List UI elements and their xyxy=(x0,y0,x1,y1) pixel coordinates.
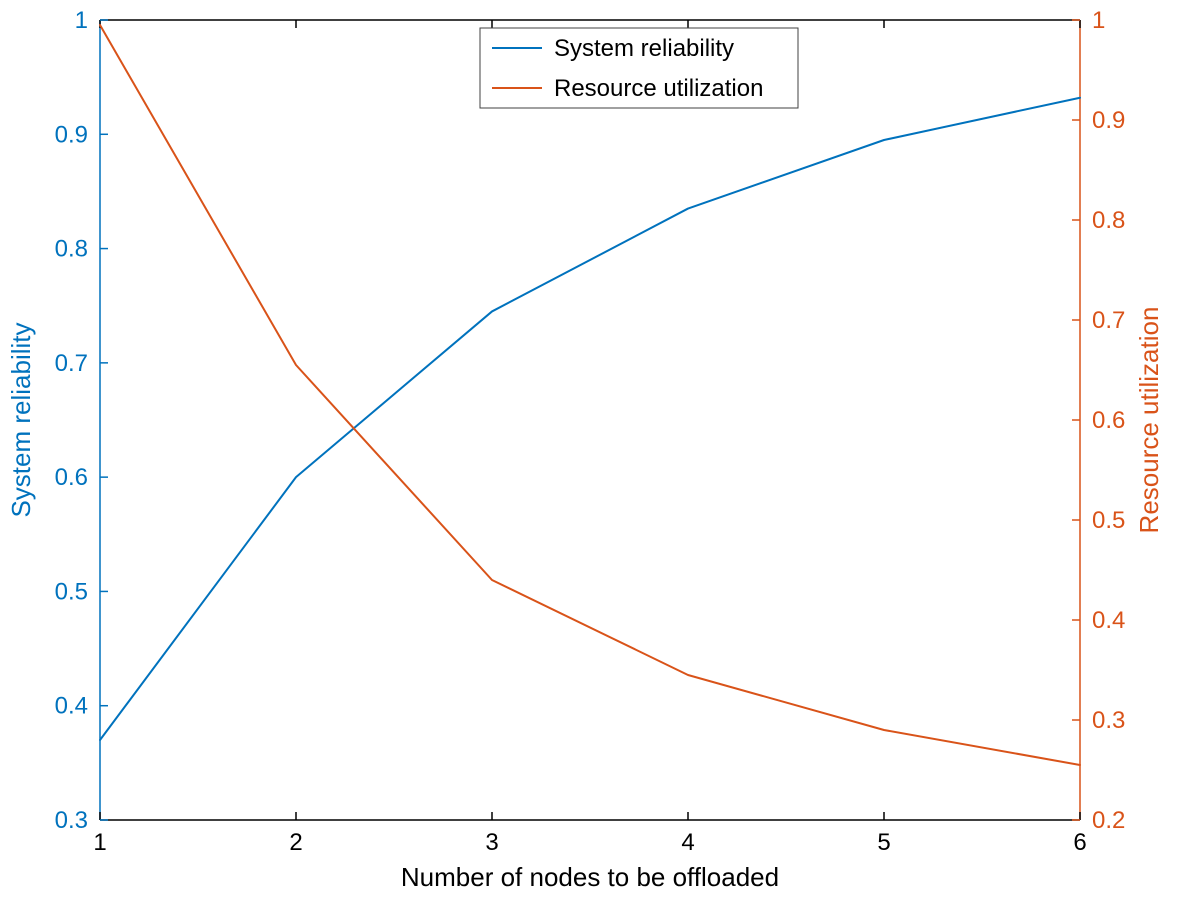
y-right-tick-label: 0.2 xyxy=(1092,807,1125,834)
x-tick-label: 4 xyxy=(681,829,694,856)
y-right-tick-label: 0.3 xyxy=(1092,707,1125,734)
y-right-tick-label: 0.7 xyxy=(1092,307,1125,334)
x-tick-label: 1 xyxy=(93,829,106,856)
y-right-tick-label: 1 xyxy=(1092,7,1105,34)
y-right-tick-label: 0.6 xyxy=(1092,407,1125,434)
y-right-tick-label: 0.4 xyxy=(1092,607,1125,634)
y-left-tick-label: 0.4 xyxy=(55,693,88,720)
x-tick-label: 5 xyxy=(877,829,890,856)
y-left-tick-label: 0.6 xyxy=(55,464,88,491)
x-tick-label: 2 xyxy=(289,829,302,856)
y-right-tick-label: 0.5 xyxy=(1092,507,1125,534)
legend-item-label: System reliability xyxy=(554,35,734,62)
y-left-tick-label: 0.8 xyxy=(55,236,88,263)
legend-item-label: Resource utilization xyxy=(554,75,763,102)
y-left-tick-label: 0.3 xyxy=(55,807,88,834)
y-left-tick-label: 0.9 xyxy=(55,121,88,148)
x-tick-label: 6 xyxy=(1073,829,1086,856)
dual-axis-line-chart: 1 2 3 4 5 6 0.3 0.4 0.5 0.6 0.7 0.8 0.9 1 0.2 0.3 0.4 0.5… xyxy=(0,0,1181,902)
y-right-tick-label: 0.9 xyxy=(1092,107,1125,134)
y-left-tick-label: 0.5 xyxy=(55,578,88,605)
y-left-tick-label: 1 xyxy=(75,7,88,34)
y-right-tick-label: 0.8 xyxy=(1092,207,1125,234)
x-tick-label: 3 xyxy=(485,829,498,856)
y-right-axis-title: Resource utilization xyxy=(1134,307,1164,534)
x-axis-title: Number of nodes to be offloaded xyxy=(401,862,779,892)
y-left-tick-label: 0.7 xyxy=(55,350,88,377)
legend: System reliability Resource utilization xyxy=(480,28,798,108)
y-left-axis-title: System reliability xyxy=(6,322,36,517)
chart-svg: 1 2 3 4 5 6 0.3 0.4 0.5 0.6 0.7 0.8 0.9 1 0.2 0.3 0.4 0.5… xyxy=(0,0,1181,902)
